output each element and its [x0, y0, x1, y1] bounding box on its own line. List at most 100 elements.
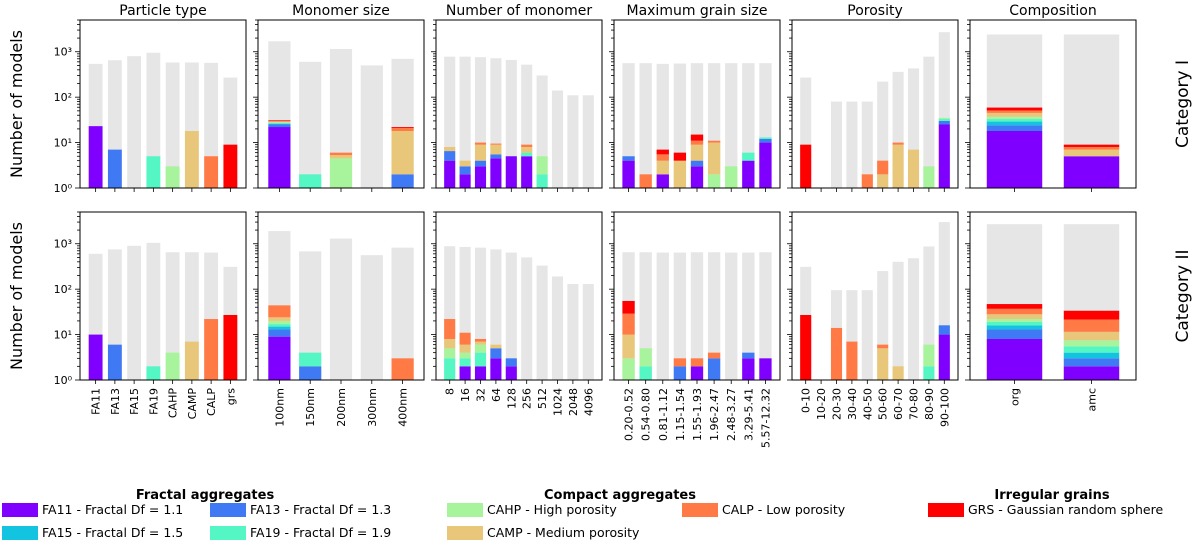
stack-segment-fa11	[505, 366, 517, 380]
stack-segment-grs	[223, 314, 238, 380]
panel-frame	[79, 19, 247, 189]
legend-swatch	[682, 503, 718, 517]
x-tick-label: grs	[224, 388, 237, 406]
legend-swatch	[210, 503, 246, 517]
legend-label: FA13 - Fractal Df = 1.3	[250, 502, 391, 517]
legend-swatch	[928, 503, 964, 517]
stack-segment-fa11	[986, 130, 1043, 188]
stack-segment-calp	[391, 358, 414, 380]
stack-segment-grs	[622, 300, 635, 314]
stack-segment-camp	[892, 366, 904, 380]
stack-segment-fa11	[690, 366, 704, 380]
total-bar	[521, 64, 533, 188]
stack-segment-fa13	[444, 151, 456, 161]
legend-item-calp: CALP - Low porosity	[682, 502, 846, 517]
total-bar	[639, 252, 652, 380]
stack-segment-cahp	[459, 352, 471, 359]
legend-label: CAHP - High porosity	[487, 502, 617, 517]
stack-segment-fa13	[474, 160, 487, 167]
y-tick-label: 10¹	[54, 137, 72, 150]
stack-segment-fa11	[505, 156, 517, 188]
row-label: Category II	[1173, 249, 1193, 342]
total-bar	[165, 252, 180, 380]
total-bar	[444, 56, 456, 189]
total-bar	[165, 62, 180, 188]
total-bar	[656, 252, 669, 380]
x-tick-label: 1.15-1.54	[674, 388, 687, 441]
stack-segment-fa15	[1063, 352, 1120, 359]
total-bar	[127, 245, 142, 380]
legend-swatch	[2, 503, 38, 517]
stack-segment-grs	[1063, 144, 1120, 147]
stack-segment-fa11	[490, 158, 502, 188]
row-label: Category I	[1173, 60, 1193, 148]
stack-segment-fa11	[759, 142, 772, 188]
stack-segment-fa19	[268, 324, 291, 327]
stack-segment-camp	[329, 155, 353, 159]
total-bar	[673, 252, 687, 380]
stack-segment-calp	[474, 142, 487, 145]
stack-segment-cahp	[268, 320, 291, 325]
stack-segment-camp	[622, 334, 635, 359]
stack-segment-grs	[391, 127, 414, 128]
x-tick-label: 300nm	[366, 388, 379, 427]
total-bar	[725, 252, 738, 380]
stack-segment-camp	[986, 314, 1043, 320]
stack-segment-calp	[329, 152, 353, 156]
stack-segment-fa11	[742, 358, 755, 380]
stack-segment-camp	[707, 142, 721, 175]
stack-segment-grs	[1063, 310, 1120, 320]
x-tick-label: 90-100	[938, 388, 951, 427]
stack-segment-calp	[986, 308, 1043, 315]
x-tick-label: 5.57-12.32	[759, 388, 772, 448]
stack-segment-grs	[986, 107, 1043, 111]
panel-frame	[79, 211, 247, 381]
stack-segment-calp	[690, 358, 704, 367]
stack-segment-camp	[1063, 149, 1120, 157]
total-bar	[877, 81, 889, 188]
total-bar	[892, 261, 904, 380]
total-bar	[582, 283, 594, 380]
stack-segment-fa11	[622, 160, 635, 188]
x-tick-label: 70-80	[908, 388, 921, 420]
stack-segment-camp	[986, 112, 1043, 117]
stack-segment-grs	[223, 144, 238, 188]
stack-segment-cahp	[923, 166, 935, 188]
stack-segment-calp	[474, 338, 487, 342]
x-tick-label: FA19	[147, 388, 160, 415]
stack-segment-fa19	[1063, 346, 1120, 353]
stack-segment-cahp	[268, 122, 291, 123]
legend-item-cahp: CAHP - High porosity	[447, 502, 617, 517]
stack-segment-calp	[204, 319, 219, 380]
stack-segment-calp	[639, 174, 652, 188]
legend-label: FA19 - Fractal Df = 1.9	[250, 525, 391, 540]
total-bar	[861, 290, 873, 380]
stack-segment-cahp	[444, 348, 456, 359]
stack-segment-fa11	[742, 160, 755, 188]
total-bar	[505, 252, 517, 380]
x-tick-label: 1.55-1.93	[691, 388, 704, 441]
total-bar	[490, 249, 502, 380]
stack-segment-camp	[268, 121, 291, 123]
stack-segment-fa13	[268, 329, 291, 337]
x-tick-label: 32	[475, 388, 488, 402]
x-tick-label: 2.48-3.27	[725, 388, 738, 441]
x-tick-label: 512	[536, 388, 549, 409]
stack-segment-calp	[1063, 146, 1120, 150]
total-bar	[329, 238, 353, 380]
x-tick-label: FA13	[109, 388, 122, 415]
x-tick-label: 1.96-2.47	[708, 388, 721, 441]
stack-segment-cahp	[1063, 340, 1120, 347]
stack-segment-fa11	[88, 334, 103, 380]
stack-segment-calp	[622, 313, 635, 335]
plot-grid: Particle type 10⁰ 10¹ 10² 10³ 10⁰ 10¹ 10² 10³ FA1…	[7, 3, 1193, 448]
panel: org amc	[965, 211, 1137, 412]
panel: 8 16 32 64 128 256 512 1024 2048 4096	[431, 211, 603, 416]
stack-segment-calp	[204, 156, 219, 188]
stack-segment-fa13	[742, 352, 755, 359]
total-bar	[299, 61, 322, 188]
panel-title: Porosity	[847, 3, 902, 19]
total-bar	[690, 252, 704, 380]
